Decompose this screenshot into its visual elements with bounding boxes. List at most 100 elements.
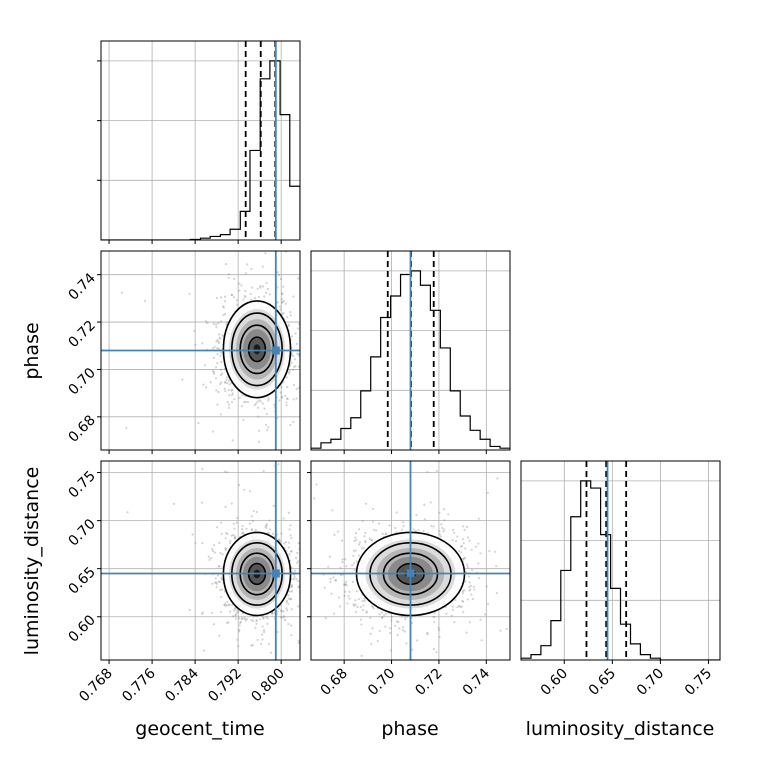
panel-clip-1-2 [311,461,573,677]
scatter-point [265,281,268,285]
scatter-point [231,392,234,395]
scatter-point [251,644,254,647]
scatter-point [232,609,236,612]
scatter-point [228,383,231,386]
truth-marker [271,569,280,578]
scatter-point [417,529,420,532]
scatter-point [370,605,373,608]
scatter-point [230,534,233,537]
scatter-point [244,619,247,622]
scatter-point [324,332,326,334]
scatter-point [499,629,502,632]
scatter-point [343,583,346,586]
scatter-point [297,365,300,368]
scatter-point [266,622,269,625]
scatter-point [214,577,217,580]
scatter-point [494,550,497,553]
scatter-point [208,558,211,561]
scatter-point [297,585,300,588]
scatter-point [250,677,252,679]
scatter-point [223,470,226,473]
scatter-point [234,607,237,610]
scatter-point [238,624,241,627]
scatter-point [364,541,367,544]
scatter-point [294,556,298,559]
scatter-point [243,617,246,621]
scatter-point [571,591,573,593]
scatter-point [216,353,219,356]
scatter-point [201,611,204,614]
scatter-point [330,592,333,595]
scatter-point [255,618,258,621]
scatter-point [464,556,467,559]
scatter-point [464,547,467,550]
scatter-point [287,371,290,374]
scatter-point [360,654,363,657]
scatter-point [468,585,471,589]
scatter-point [217,347,221,350]
scatter-point [351,580,355,584]
scatter-point [438,635,441,639]
scatter-point [225,604,228,607]
scatter-point [201,467,204,471]
scatter-point [395,511,398,514]
scatter-point [267,399,270,402]
scatter-point [210,557,213,560]
scatter-point [283,237,285,239]
scatter-point [220,521,223,524]
scatter-point [460,545,464,548]
scatter-point [339,566,342,569]
scatter-point [213,372,216,375]
scatter-point [193,329,196,333]
scatter-point [285,601,288,604]
scatter-point [234,614,237,617]
scatter-point [317,592,319,594]
scatter-point [370,643,373,646]
scatter-point [359,605,362,609]
scatter-point [370,538,373,541]
scatter-point [454,540,458,543]
scatter-point [462,557,465,561]
scatter-point [290,585,294,588]
scatter-point [447,513,450,516]
scatter-point [463,589,466,592]
scatter-point [496,477,499,480]
scatter-point [270,613,274,616]
scatter-point [513,675,515,677]
scatter-point [331,321,333,323]
scatter-point [438,533,441,536]
scatter-point [518,604,520,606]
scatter-point [465,525,469,528]
scatter-point [292,355,295,358]
scatter-point [479,552,482,555]
scatter-point [451,539,454,542]
scatter-point [279,391,282,394]
scatter-point [292,398,295,401]
scatter-point [255,620,258,623]
scatter-point [360,530,362,532]
scatter-point [289,585,293,588]
scatter-point [293,569,296,572]
scatter-point [261,664,263,666]
scatter-point [380,616,383,620]
scatter-point [213,345,216,349]
scatter-point [233,535,237,538]
scatter-point [218,541,221,545]
scatter-point [271,611,274,614]
scatter-point [287,602,290,605]
scatter-point [354,599,357,602]
scatter-point [284,394,287,398]
scatter-point [276,301,279,304]
scatter-point [333,533,336,536]
scatter-point [297,639,300,642]
scatter-point [354,531,358,535]
scatter-point [250,528,254,531]
scatter-point [433,611,436,615]
scatter-point [201,542,204,545]
scatter-point [371,627,374,630]
scatter-point [354,549,357,552]
scatter-point [462,557,466,560]
scatter-point [224,604,227,607]
scatter-point [269,528,272,531]
scatter-point [471,597,474,601]
